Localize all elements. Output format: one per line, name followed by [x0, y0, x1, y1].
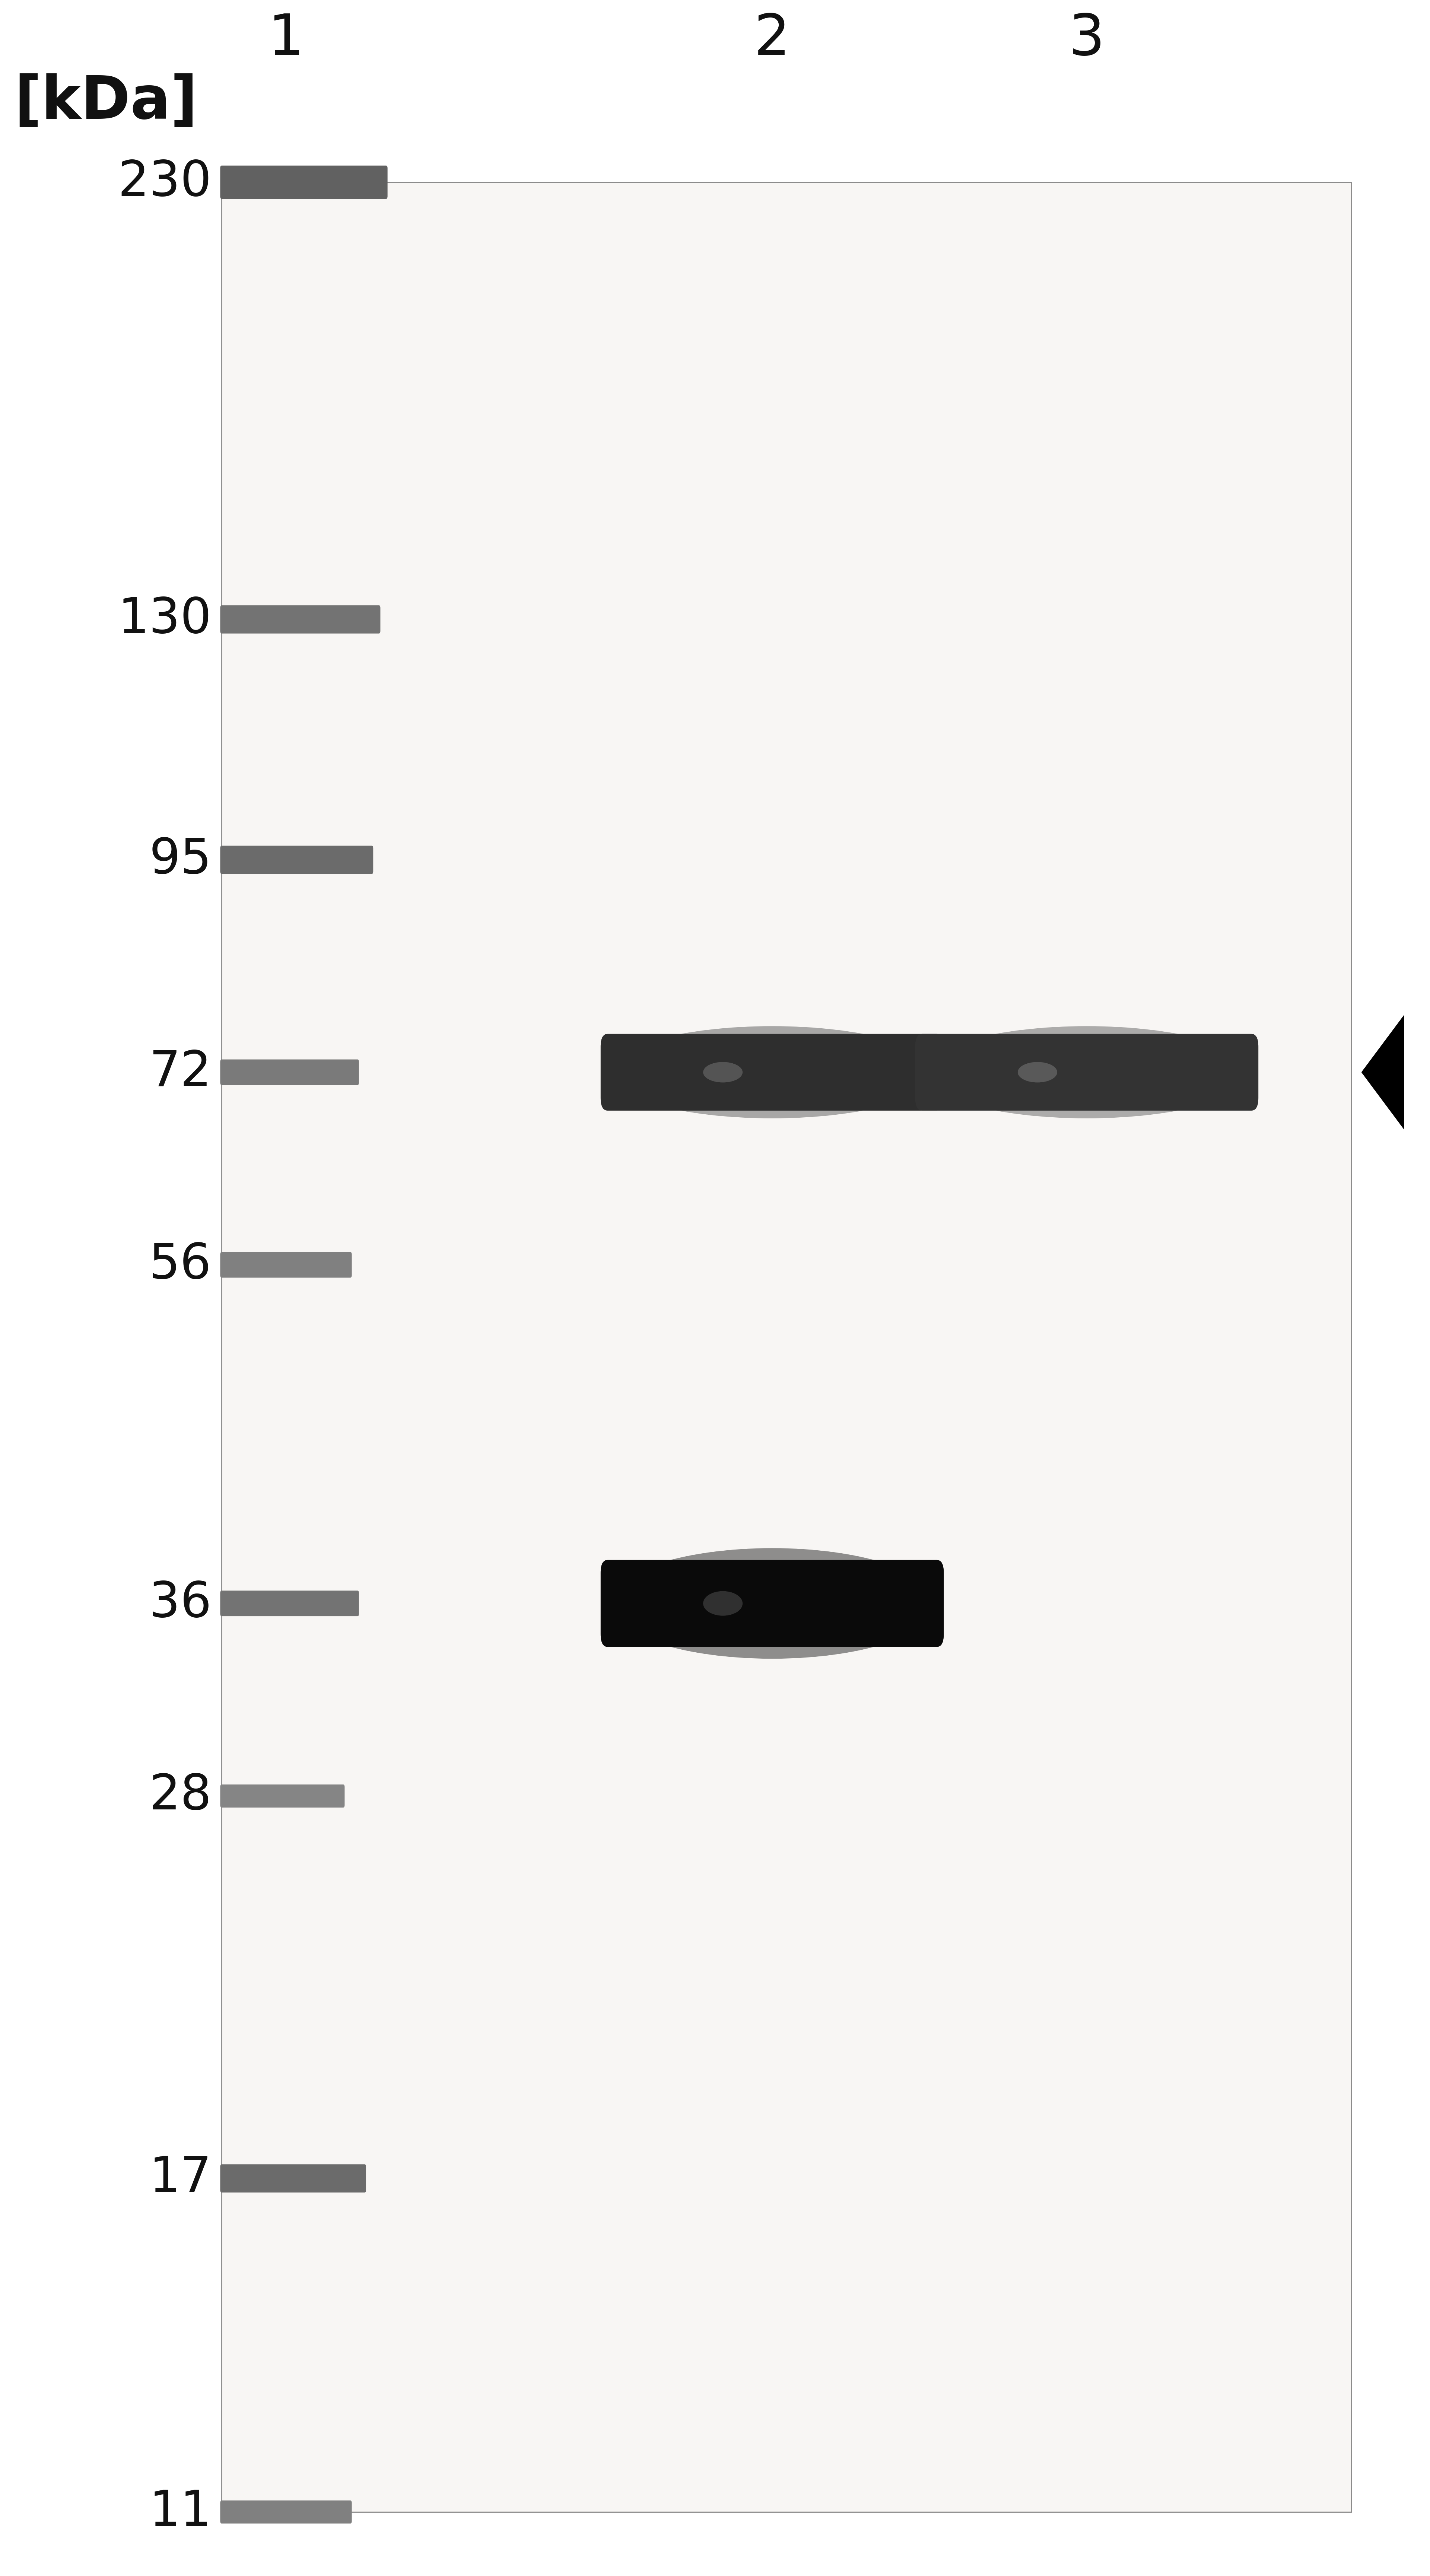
FancyBboxPatch shape [220, 1785, 345, 1808]
FancyBboxPatch shape [601, 1033, 944, 1110]
Text: 2: 2 [754, 10, 791, 67]
FancyBboxPatch shape [220, 2501, 352, 2524]
FancyBboxPatch shape [220, 1252, 352, 1278]
Text: 11: 11 [149, 2488, 212, 2535]
FancyBboxPatch shape [220, 2164, 366, 2192]
Ellipse shape [608, 1548, 937, 1659]
FancyBboxPatch shape [220, 605, 380, 634]
FancyBboxPatch shape [915, 1033, 1258, 1110]
Text: 3: 3 [1068, 10, 1105, 67]
Text: 17: 17 [149, 2154, 212, 2202]
FancyBboxPatch shape [220, 845, 373, 873]
Text: 36: 36 [149, 1579, 212, 1628]
Text: 28: 28 [149, 1772, 212, 1819]
Text: 72: 72 [149, 1048, 212, 1095]
Text: 56: 56 [149, 1242, 212, 1288]
Ellipse shape [1018, 1061, 1057, 1082]
Bar [222, 183, 1351, 2512]
Ellipse shape [704, 1592, 742, 1615]
Text: 130: 130 [117, 595, 212, 644]
Text: 230: 230 [117, 160, 212, 206]
Ellipse shape [922, 1025, 1251, 1118]
Text: 95: 95 [149, 837, 212, 884]
FancyBboxPatch shape [220, 1589, 359, 1615]
Text: 1: 1 [267, 10, 305, 67]
Text: [kDa]: [kDa] [14, 72, 197, 131]
Ellipse shape [704, 1061, 742, 1082]
FancyBboxPatch shape [601, 1561, 944, 1646]
FancyBboxPatch shape [220, 165, 388, 198]
Polygon shape [1361, 1015, 1404, 1131]
FancyBboxPatch shape [220, 1059, 359, 1084]
Ellipse shape [608, 1025, 937, 1118]
